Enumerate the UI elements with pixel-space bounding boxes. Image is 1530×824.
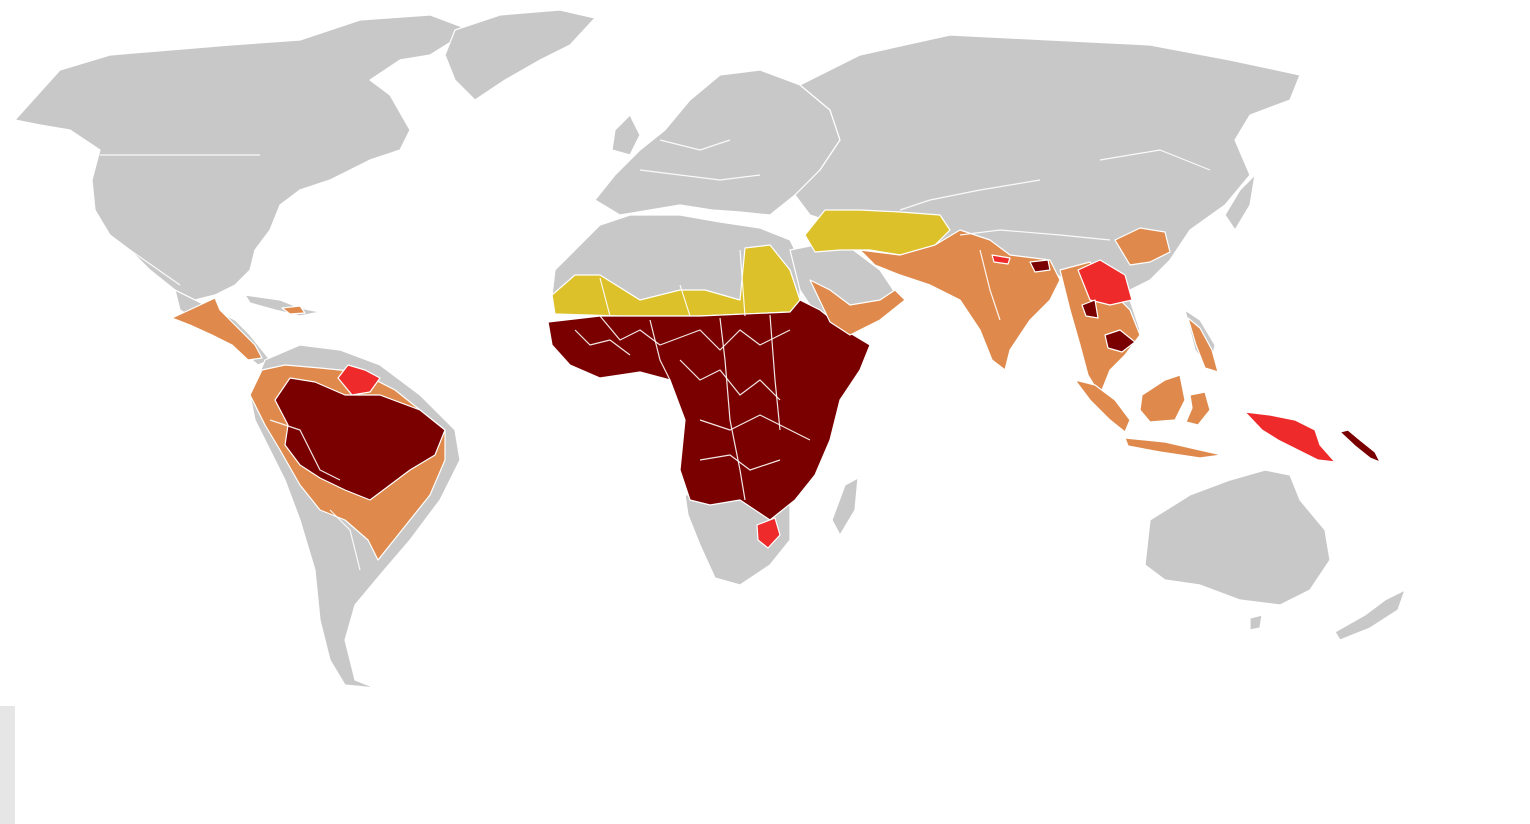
tasmania-landmass: [1249, 614, 1263, 631]
borneo-moderate-region: [1139, 374, 1186, 423]
central-america-moderate-region: [171, 297, 263, 361]
bangladesh-high-risk-region: [1029, 259, 1051, 273]
arabia-moderate-region: [809, 279, 906, 336]
madagascar-landmass: [831, 477, 859, 536]
country-borders: [100, 139, 1211, 571]
new-zealand-landmass: [1334, 589, 1406, 641]
sumatra-moderate-region: [1074, 379, 1131, 433]
south-asia-moderate-region: [859, 229, 1061, 371]
japan-landmass: [1224, 174, 1256, 231]
sulawesi-moderate-region: [1185, 391, 1211, 426]
australia-landmass: [1144, 469, 1331, 606]
world-risk-map: [14, 9, 1406, 689]
greenland-landmass: [444, 9, 596, 101]
corner-panel: [0, 706, 15, 824]
guianas-elevated-region: [337, 364, 381, 396]
philippines-moderate-region: [1187, 317, 1219, 373]
caribbean-landmass: [244, 294, 321, 317]
mainland-southeast-asia-elevated-region: [1077, 259, 1133, 306]
south-china-moderate-region: [1114, 227, 1171, 266]
north-america-landmass: [14, 14, 471, 301]
south-africa-elevated-region: [756, 517, 781, 549]
middle-east-low-risk-region: [804, 209, 951, 256]
cambodia-high-risk-region: [1104, 329, 1136, 353]
caribbean-moderate-region: [281, 305, 306, 315]
solomon-islands-high-risk-region: [1339, 429, 1381, 463]
risk-layer: [171, 209, 1381, 561]
sub-saharan-africa-high-risk-region: [547, 299, 871, 521]
british-isles-landmass: [611, 114, 641, 156]
amazon-high-risk-region: [274, 377, 446, 501]
nepal-elevated-region: [991, 254, 1011, 265]
new-guinea-elevated-region: [1244, 411, 1336, 463]
laos-high-risk-region: [1081, 299, 1099, 319]
java-moderate-region: [1124, 437, 1223, 459]
